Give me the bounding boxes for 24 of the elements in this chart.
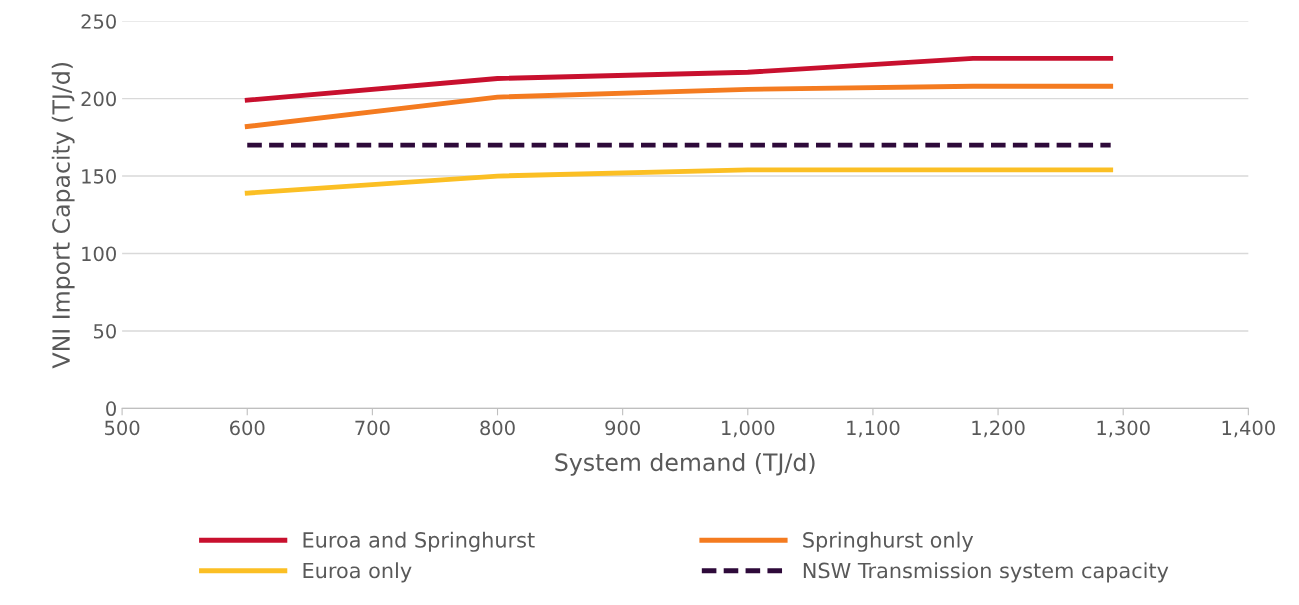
x-tick-label: 1,100 — [847, 420, 900, 438]
legend-label: Euroa and Springhurst — [303, 531, 535, 552]
line-series — [244, 83, 1114, 129]
x-axis-title: System demand (TJ/d) — [555, 452, 815, 476]
x-tick-label: 500 — [105, 420, 140, 436]
x-tick-label: 1,000 — [722, 420, 775, 438]
y-tick-label: 50 — [94, 323, 116, 339]
x-tick-label: 700 — [355, 420, 390, 436]
y-tick-label: 200 — [81, 91, 116, 107]
x-tick-label: 600 — [230, 420, 265, 436]
y-tick-label: 0 — [106, 401, 116, 417]
x-tick-label: 1,200 — [972, 420, 1025, 438]
line-series — [244, 55, 1114, 103]
y-tick-label: 150 — [82, 169, 116, 184]
y-axis-title: VNI Import Capacity (TJ/d) — [51, 63, 75, 369]
y-tick-label: 250 — [81, 14, 116, 29]
x-tick-label: 1,400 — [1222, 420, 1275, 438]
x-tick-label: 1,300 — [1097, 420, 1150, 438]
x-tick-label: 800 — [480, 420, 515, 436]
legend-label: NSW Transmission system capacity — [803, 562, 1169, 583]
y-tick-label: 100 — [82, 246, 116, 262]
legend-label: Euroa only — [303, 562, 412, 583]
x-tick-label: 900 — [605, 420, 640, 436]
legend-label: Springhurst only — [803, 531, 974, 552]
